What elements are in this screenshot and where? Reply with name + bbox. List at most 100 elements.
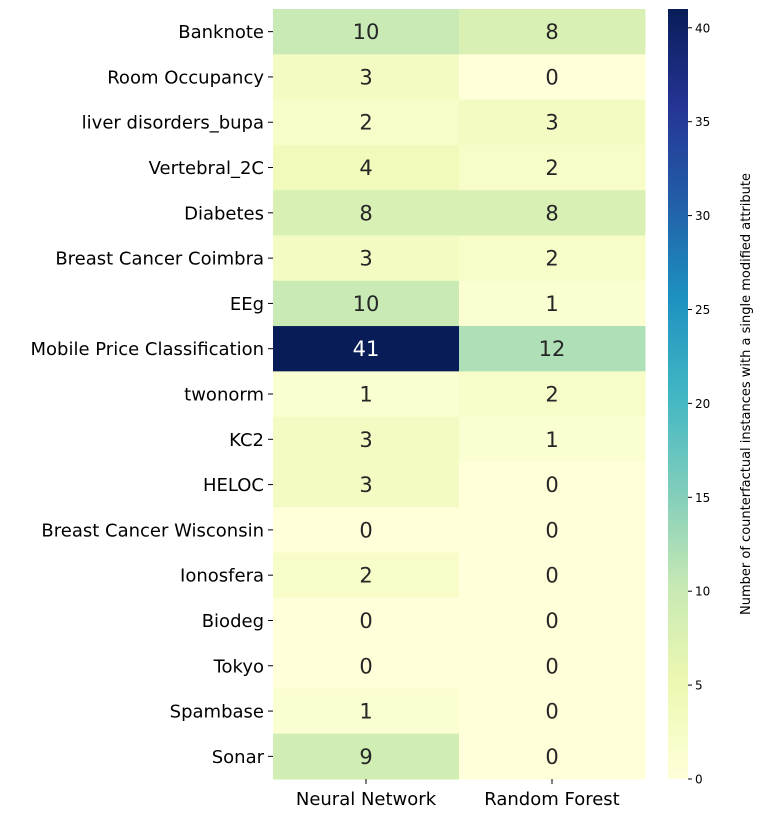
row-label: liver disorders_bupa [82, 113, 264, 134]
heatmap-cell [273, 643, 460, 689]
cell-value-label: 41 [353, 337, 380, 361]
row-label: Ionosfera [180, 566, 264, 587]
heatmap-cell [459, 144, 646, 191]
column-labels: Neural Network Random Forest [296, 779, 620, 810]
row-label: Tokyo [213, 656, 264, 677]
heatmap-cell [273, 99, 460, 146]
row-label: Breast Cancer Coimbra [55, 249, 264, 270]
heatmap-cell [459, 507, 646, 554]
colorbar-tick-label: 5 [695, 679, 703, 693]
heatmap-cell [459, 54, 646, 101]
row-labels: Banknote Room Occupancy liver disorders_bu… [31, 22, 273, 768]
row-label: EEg [230, 294, 264, 315]
heatmap-cell [459, 688, 646, 735]
colorbar-tick-label: 30 [695, 209, 710, 223]
cell-value-label: 3 [359, 65, 372, 89]
row-label: Mobile Price Classification [31, 339, 265, 360]
cell-value-label: 0 [545, 473, 558, 497]
heatmap-cell [273, 9, 460, 55]
heatmap-cell [459, 99, 646, 146]
row-label: Spambase [170, 702, 264, 723]
colorbar-tick-label: 35 [695, 115, 710, 129]
cell-value-label: 3 [359, 428, 372, 452]
heatmap-cell [273, 326, 460, 372]
heatmap-cell [273, 597, 460, 644]
row-label: twonorm [184, 385, 264, 406]
cell-value-label: 0 [359, 654, 372, 678]
colorbar-tick-label: 15 [695, 491, 710, 505]
heatmap-cell [273, 190, 460, 236]
cell-value-label: 9 [359, 745, 372, 769]
heatmap-cell [459, 190, 646, 236]
column-label: Random Forest [484, 789, 619, 810]
cell-value-label: 1 [359, 700, 372, 724]
cell-value-label: 2 [359, 111, 372, 135]
heatmap-cell [273, 235, 460, 282]
row-label: Sonar [212, 747, 265, 768]
colorbar-tick-label: 20 [695, 397, 710, 411]
heatmap-cell [273, 416, 460, 463]
cell-value-label: 0 [359, 518, 372, 542]
cell-value-label: 0 [545, 654, 558, 678]
heatmap-cell [459, 326, 646, 372]
cell-value-label: 2 [545, 383, 558, 407]
heatmap-cells: 10 83 02 34 28 83 210 141 121 23 13 00 02 00 00 01 09 0 [273, 9, 646, 780]
cell-value-label: 8 [545, 201, 558, 225]
heatmap-cell [273, 54, 460, 101]
cell-value-label: 2 [545, 247, 558, 271]
heatmap-cell [459, 416, 646, 463]
heatmap-cell [273, 144, 460, 191]
cell-value-label: 10 [353, 292, 380, 316]
cell-value-label: 8 [545, 20, 558, 44]
heatmap-cell [273, 507, 460, 554]
row-label: HELOC [203, 475, 264, 496]
colorbar-label: Number of counterfactual instances with … [739, 173, 754, 615]
heatmap-cell [459, 552, 646, 599]
cell-value-label: 0 [545, 745, 558, 769]
cell-value-label: 1 [545, 428, 558, 452]
row-label: KC2 [229, 430, 264, 451]
cell-value-label: 3 [545, 111, 558, 135]
cell-value-label: 10 [353, 20, 380, 44]
heatmap-cell [459, 733, 646, 780]
cell-value-label: 0 [545, 609, 558, 633]
colorbar-ticks: 0 5 10 15 20 25 30 35 40 [688, 21, 710, 787]
cell-value-label: 0 [545, 564, 558, 588]
cell-value-label: 12 [539, 337, 566, 361]
row-label: Vertebral_2C [149, 158, 264, 179]
cell-value-label: 8 [359, 201, 372, 225]
colorbar-tick-label: 25 [695, 303, 710, 317]
cell-value-label: 1 [359, 383, 372, 407]
heatmap-cell [459, 235, 646, 282]
heatmap-cell [459, 461, 646, 508]
cell-value-label: 2 [545, 156, 558, 180]
heatmap-cell [273, 688, 460, 735]
colorbar-tick-label: 0 [695, 773, 703, 787]
column-label: Neural Network [296, 789, 437, 810]
heatmap-cell [273, 552, 460, 599]
heatmap-cell [459, 371, 646, 418]
row-label: Banknote [178, 22, 264, 43]
cell-value-label: 0 [545, 700, 558, 724]
heatmap-cell [459, 643, 646, 689]
cell-value-label: 0 [545, 65, 558, 89]
heatmap-cell [273, 280, 460, 327]
heatmap-cell [459, 280, 646, 327]
row-label: Room Occupancy [107, 67, 264, 88]
colorbar [668, 9, 688, 779]
cell-value-label: 0 [359, 609, 372, 633]
colorbar-tick-label: 10 [695, 585, 710, 599]
cell-value-label: 1 [545, 292, 558, 316]
heatmap-cell [273, 461, 460, 508]
cell-value-label: 3 [359, 473, 372, 497]
row-label: Biodeg [202, 611, 264, 632]
heatmap-cell [273, 733, 460, 780]
heatmap-cell [273, 371, 460, 418]
heatmap-cell [459, 597, 646, 644]
row-label: Breast Cancer Wisconsin [41, 520, 264, 541]
colorbar-tick-label: 40 [695, 21, 710, 35]
heatmap-cell [459, 9, 646, 55]
cell-value-label: 2 [359, 564, 372, 588]
cell-value-label: 0 [545, 518, 558, 542]
